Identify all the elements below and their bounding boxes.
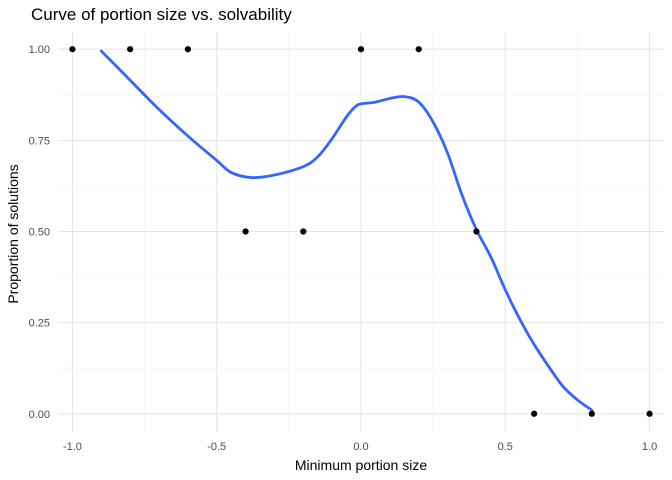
- data-point: [300, 228, 307, 235]
- data-point: [473, 228, 480, 235]
- y-tick-label: 0.00: [29, 409, 50, 421]
- data-point: [184, 46, 191, 53]
- x-tick-label: 0.5: [498, 441, 513, 453]
- data-point: [646, 410, 653, 417]
- smooth-curve-layer: [99, 49, 594, 412]
- y-tick-label: 0.50: [29, 227, 50, 239]
- data-point: [588, 410, 595, 417]
- data-point: [242, 228, 249, 235]
- data-point: [531, 410, 538, 417]
- x-tick-label: 0.0: [353, 441, 368, 453]
- x-axis: -1.0 -0.5 0.0 0.5 1.0: [63, 441, 657, 453]
- y-tick-label: 1.00: [29, 44, 50, 56]
- x-tick-label: -0.5: [207, 441, 226, 453]
- data-point: [69, 46, 76, 53]
- y-tick-label: 0.25: [29, 318, 50, 330]
- data-point: [357, 46, 365, 53]
- chart-title: Curve of portion size vs. solvability: [31, 5, 292, 24]
- data-point: [127, 46, 134, 53]
- y-tick-label: 0.75: [29, 135, 50, 147]
- x-tick-label: -1.0: [63, 441, 82, 453]
- y-axis-title: Proportion of solutions: [5, 164, 21, 303]
- grid-lines: [58, 31, 664, 432]
- x-axis-title: Minimum portion size: [295, 457, 427, 473]
- data-point: [415, 46, 422, 53]
- smooth-trend-line: [99, 49, 594, 412]
- x-tick-label: 1.0: [642, 441, 657, 453]
- data-points: [69, 46, 653, 417]
- y-axis: 0.00 0.25 0.50 0.75 1.00: [29, 44, 50, 421]
